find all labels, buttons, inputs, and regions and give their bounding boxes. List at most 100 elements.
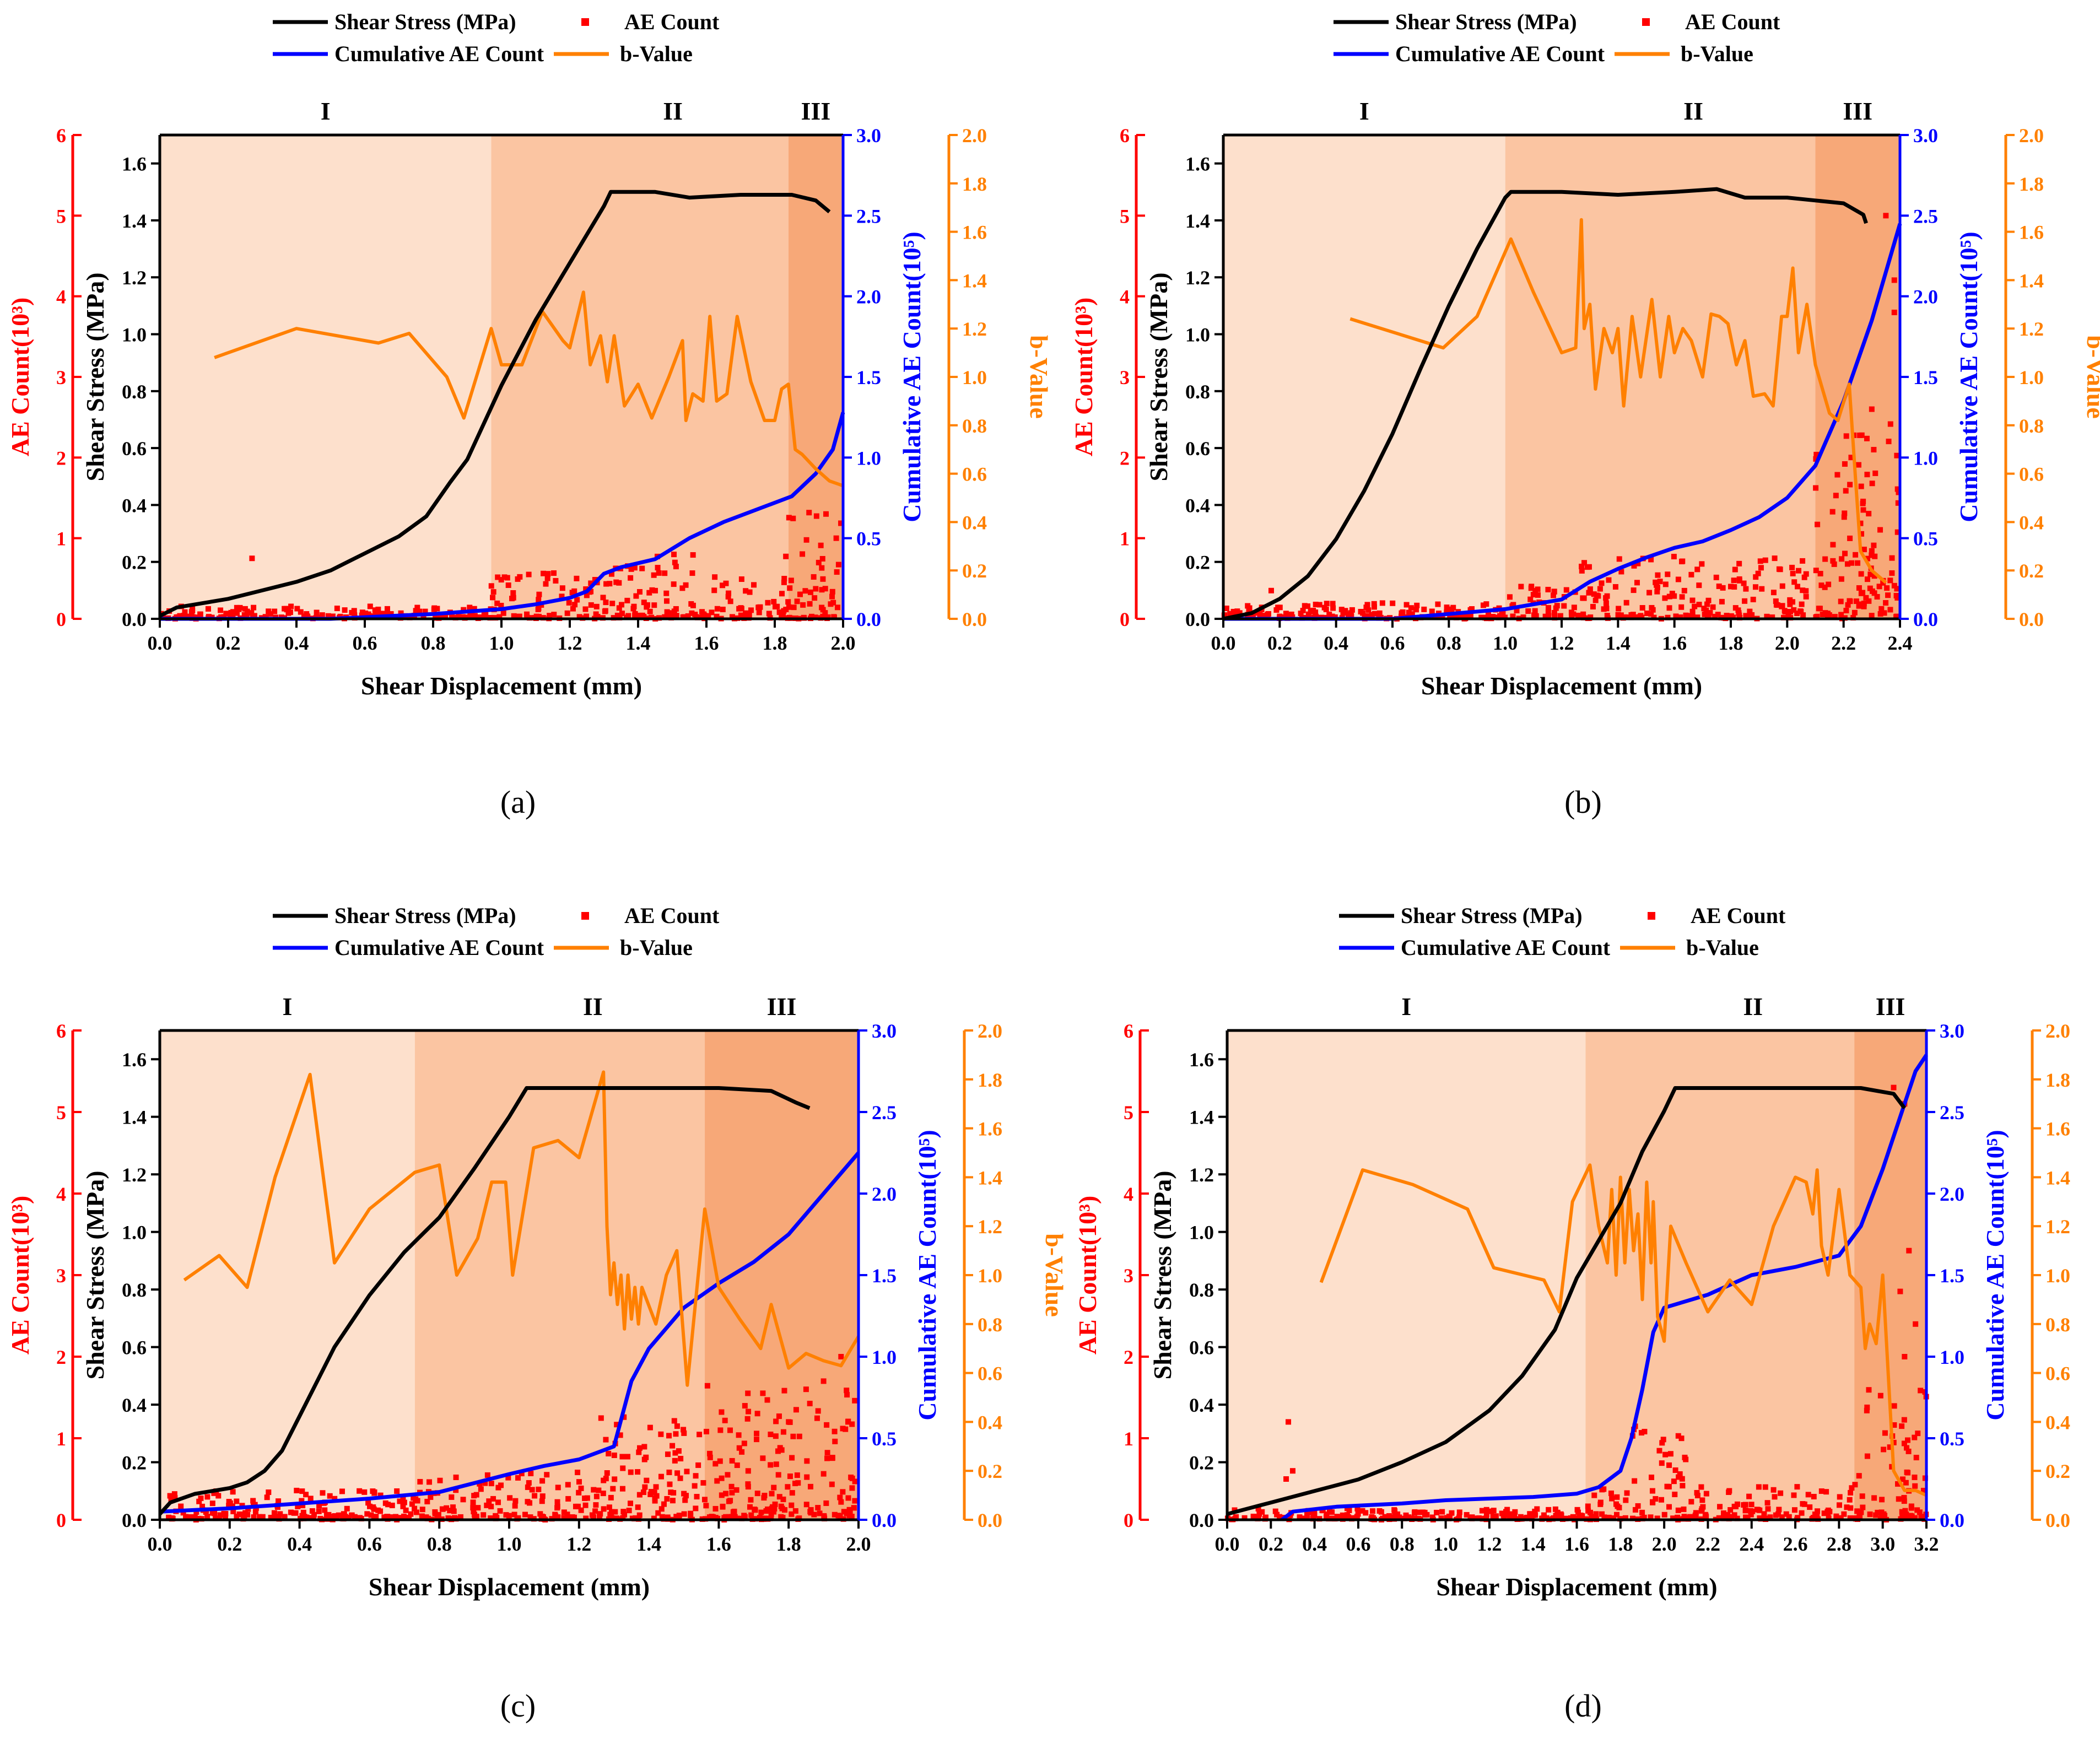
- ae-count-point: [838, 520, 844, 526]
- ae-count-point: [1329, 1509, 1335, 1515]
- x-tick-label: 1.4: [626, 632, 651, 654]
- ae-count-point: [1662, 1451, 1669, 1458]
- ae-count-point: [1579, 568, 1585, 574]
- ae-count-point: [1713, 574, 1719, 580]
- ae-count-point: [852, 1498, 858, 1504]
- ae-count-point: [1298, 611, 1304, 617]
- ae-count-point: [1527, 1511, 1533, 1517]
- ae-count-point: [1702, 611, 1708, 617]
- ae-count-point: [752, 1507, 758, 1513]
- x-tick-label: 0.2: [1259, 1533, 1283, 1555]
- ae-count-point: [1304, 1510, 1310, 1516]
- ae-count-point: [1587, 586, 1593, 592]
- ae-count-point: [180, 1510, 186, 1516]
- ae-count-point: [637, 612, 643, 618]
- ae-tick-label: 6: [1124, 1020, 1133, 1042]
- ae-count-point: [553, 1513, 559, 1519]
- ae-count-point: [631, 565, 638, 571]
- ae-count-point: [1728, 584, 1734, 590]
- ae-count-point: [653, 1484, 659, 1490]
- ae-count-point: [807, 1483, 813, 1489]
- ae-count-point: [1638, 1430, 1644, 1436]
- ae-count-point: [1770, 590, 1777, 596]
- ae-count-point: [1581, 560, 1588, 566]
- ae-count-point: [1581, 595, 1587, 601]
- ae-count-point: [741, 1513, 747, 1519]
- ae-count-point: [377, 1492, 384, 1498]
- ae-count-point: [322, 1507, 328, 1513]
- ae-count-point: [1856, 1473, 1862, 1479]
- ae-count-point: [505, 1475, 511, 1481]
- ae-count-point: [452, 1515, 458, 1521]
- ae-count-point: [1677, 1471, 1683, 1477]
- ae-count-point: [1878, 1509, 1885, 1515]
- ae-count-point: [738, 612, 744, 618]
- ae-count-point: [726, 590, 732, 596]
- ae-count-point: [397, 1498, 403, 1504]
- ae-count-point: [482, 1480, 488, 1486]
- ae-count-point: [300, 1509, 306, 1515]
- ae-count-point: [745, 1468, 751, 1474]
- shear-tick-label: 0.6: [1189, 1337, 1214, 1359]
- ae-count-point: [1666, 1462, 1672, 1468]
- ae-count-point: [1353, 1515, 1359, 1521]
- ae-count-point: [1834, 472, 1840, 478]
- ae-count-point: [1460, 614, 1466, 620]
- ae-count-point: [1434, 1509, 1440, 1515]
- legend-shear-label: Shear Stress (MPa): [1401, 903, 1583, 928]
- ae-count-point: [1866, 598, 1872, 604]
- ae-count-point: [1815, 521, 1821, 527]
- ae-count-point: [1785, 610, 1791, 616]
- ae-count-point: [1350, 1515, 1356, 1521]
- ae-tick-label: 5: [56, 205, 66, 227]
- ae-count-point: [727, 598, 733, 604]
- ae-count-point: [712, 574, 718, 580]
- ae-count-point: [649, 587, 655, 593]
- ae-count-point: [1881, 1446, 1887, 1453]
- b-value-line: [183, 1070, 860, 1387]
- ae-count-point: [1696, 602, 1702, 608]
- stage-label-2: II: [663, 97, 683, 125]
- ae-count-point: [681, 1511, 687, 1517]
- ae-count-point: [1476, 1515, 1482, 1521]
- b-tick-label: 0.6: [962, 463, 987, 485]
- b-tick-label: 2.0: [2045, 1020, 2070, 1042]
- ae-count-point: [431, 605, 438, 611]
- b-tick-label: 1.6: [2019, 222, 2044, 244]
- ae-count-point: [1510, 613, 1516, 619]
- stage-label-1: I: [1401, 992, 1411, 1021]
- ae-count-point: [440, 613, 446, 619]
- ae-count-point: [1891, 1439, 1897, 1445]
- ae-count-point: [1860, 1504, 1866, 1510]
- ae-count-point: [681, 1430, 687, 1436]
- cumulative-axis-title: Cumulative AE Count(10⁵): [1981, 1130, 2009, 1421]
- ae-count-point: [671, 552, 677, 558]
- ae-count-point: [1492, 614, 1498, 620]
- x-tick-label: 2.2: [1696, 1533, 1720, 1555]
- ae-count-point: [803, 537, 809, 543]
- ae-count-point: [1326, 611, 1332, 617]
- ae-count-point: [363, 610, 369, 616]
- ae-count-point: [1864, 1404, 1870, 1410]
- shear-tick-label: 1.0: [1185, 324, 1210, 346]
- ae-count-point: [339, 1488, 345, 1494]
- ae-count-point: [413, 1509, 419, 1515]
- shear-tick-label: 0.8: [1185, 381, 1210, 403]
- ae-count-point: [600, 1491, 606, 1497]
- b-tick-label: 0.4: [978, 1411, 1002, 1433]
- ae-count-point: [788, 577, 794, 584]
- ae-count-point: [1649, 1474, 1655, 1480]
- ae-count-point: [1666, 1483, 1672, 1489]
- ae-count-point: [488, 583, 494, 589]
- ae-count-point: [1877, 1515, 1883, 1521]
- ae-count-point: [250, 1498, 256, 1504]
- ae-count-point: [1734, 1501, 1740, 1507]
- ae-count-point: [476, 614, 482, 620]
- ae-count-point: [1507, 1515, 1513, 1521]
- b-tick-label: 1.8: [2019, 173, 2044, 195]
- ae-count-point: [1917, 1509, 1923, 1515]
- ae-count-point: [1747, 608, 1753, 614]
- ae-count-point: [1767, 1514, 1773, 1520]
- stage-i-region: [1227, 1030, 1586, 1520]
